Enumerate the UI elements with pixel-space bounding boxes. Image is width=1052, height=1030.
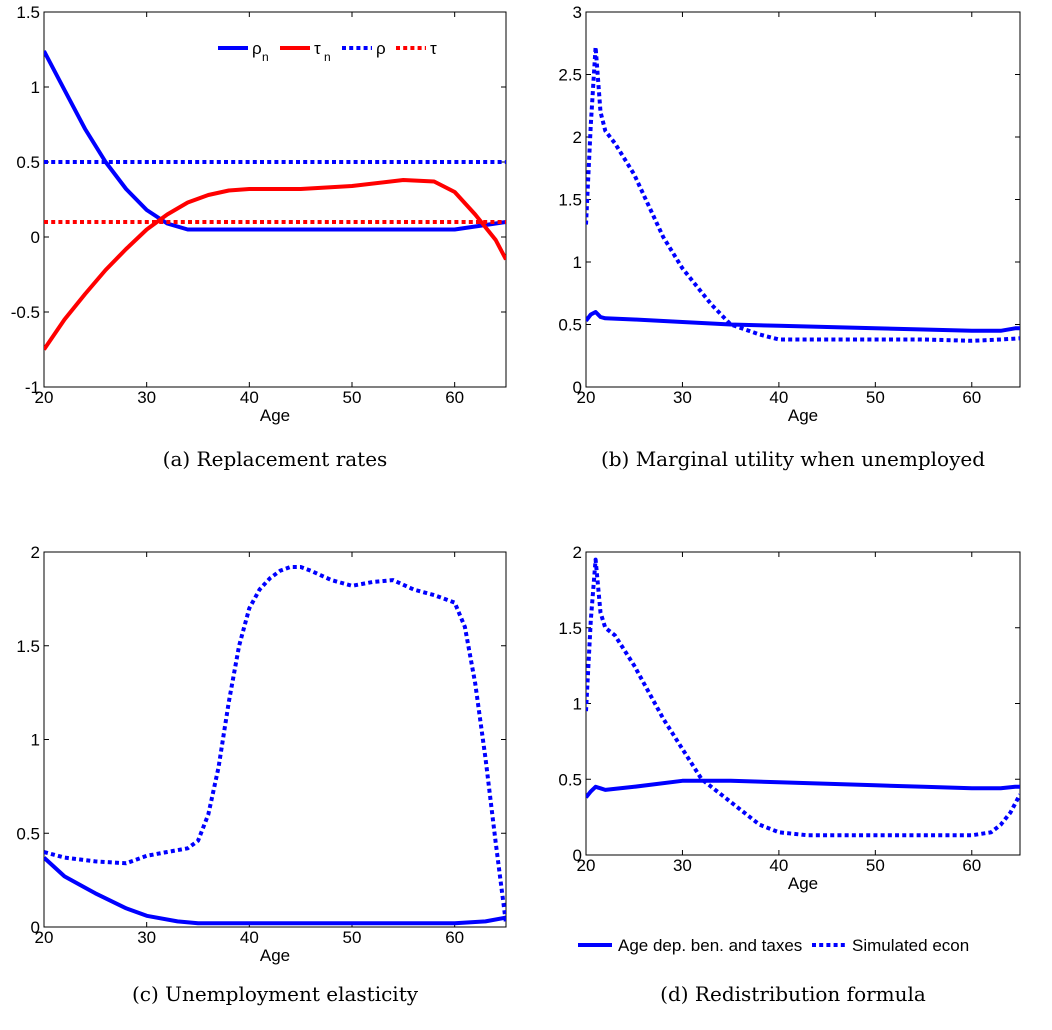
y-tick-label: -0.5 xyxy=(11,303,40,322)
series-line--n xyxy=(44,178,506,351)
legend-label: Age dep. ben. and taxes xyxy=(618,936,802,955)
x-tick-label: 20 xyxy=(35,388,54,407)
x-axis-label: Age xyxy=(788,874,818,893)
x-tick-label: 20 xyxy=(35,928,54,947)
series-line-s0 xyxy=(44,856,506,926)
x-tick-label: 60 xyxy=(445,388,464,407)
panel-d: 20 30 40 50 60 0 0.5 1 1.5 2 Age Age dep. ben. and … xyxy=(558,543,1021,1006)
x-axis-label: Age xyxy=(260,406,290,425)
x-tick-label: 50 xyxy=(866,388,885,407)
x-tick-label: 50 xyxy=(343,928,362,947)
y-tick-label: 1.5 xyxy=(558,191,582,210)
plot-frame xyxy=(43,551,507,928)
y-tick-label: 0 xyxy=(573,378,582,397)
x-tick-label: 20 xyxy=(577,388,596,407)
legend-label: Simulated econ xyxy=(852,936,969,955)
y-tick-label: 1.5 xyxy=(558,619,582,638)
y-tick-label: 1 xyxy=(573,253,582,272)
y-tick-label: 3 xyxy=(573,3,582,22)
plot-frame xyxy=(585,551,1021,856)
y-tick-label: 0.5 xyxy=(16,824,40,843)
y-tick-label: 0 xyxy=(31,918,40,937)
y-tick-label: 0 xyxy=(573,846,582,865)
x-tick-label: 60 xyxy=(962,856,981,875)
series-line-age-dep-ben-and-taxes xyxy=(586,778,1020,799)
x-tick-label: 60 xyxy=(962,388,981,407)
legend-label: τ xyxy=(430,39,437,58)
y-tick-label: 2 xyxy=(573,543,582,562)
x-tick-label: 40 xyxy=(769,388,788,407)
series-group xyxy=(44,50,506,351)
y-tick-label: 0.5 xyxy=(558,316,582,335)
series-group xyxy=(586,45,1020,343)
y-tick-label: 0.5 xyxy=(558,770,582,789)
x-axis-label: Age xyxy=(260,946,290,965)
panel-caption: (b) Marginal utility when unemployed xyxy=(601,447,985,471)
x-tick-label: 30 xyxy=(673,388,692,407)
panel-b: 20 30 40 50 60 0 0.5 1 1.5 2 2.5 3 Age (b) Marginal u… xyxy=(558,3,1021,471)
y-tick-label: 1 xyxy=(31,731,40,750)
x-tick-label: 40 xyxy=(240,928,259,947)
y-tick-label: 0 xyxy=(31,228,40,247)
x-tick-label: 40 xyxy=(769,856,788,875)
series-line--n xyxy=(44,50,506,232)
x-tick-label: 40 xyxy=(240,388,259,407)
y-tick-label: 1 xyxy=(31,78,40,97)
series-line-simulated-econ xyxy=(586,557,1020,838)
legend-label-subscript: n xyxy=(324,50,331,64)
x-tick-label: 30 xyxy=(137,928,156,947)
y-tick-label: 0.5 xyxy=(16,153,40,172)
series-line-s1 xyxy=(586,45,1020,343)
series-group xyxy=(44,565,506,926)
panel-caption: (c) Unemployment elasticity xyxy=(132,982,419,1006)
series-line-s1 xyxy=(44,565,506,924)
y-tick-label: 2.5 xyxy=(558,66,582,85)
x-tick-label: 60 xyxy=(445,928,464,947)
x-tick-label: 30 xyxy=(673,856,692,875)
panel-caption: (a) Replacement rates xyxy=(163,447,388,471)
x-tick-label: 50 xyxy=(343,388,362,407)
legend-label: ρ xyxy=(252,39,262,58)
y-tick-label: 2 xyxy=(573,128,582,147)
x-tick-label: 50 xyxy=(866,856,885,875)
y-tick-label: 1.5 xyxy=(16,3,40,22)
panel-c: 20 30 40 50 60 0 0.5 1 1.5 2 Age (c) Unemployment e… xyxy=(16,543,507,1006)
legend-label: τ xyxy=(314,39,321,58)
legend-label-subscript: n xyxy=(262,50,269,64)
x-axis-label: Age xyxy=(788,406,818,425)
plot-frame xyxy=(43,11,507,388)
y-tick-label: -1 xyxy=(25,378,40,397)
x-tick-label: 30 xyxy=(137,388,156,407)
series-line-s0 xyxy=(586,310,1020,333)
y-tick-label: 1 xyxy=(573,695,582,714)
series-group xyxy=(586,557,1020,838)
x-tick-label: 20 xyxy=(577,856,596,875)
y-tick-label: 1.5 xyxy=(16,637,40,656)
y-tick-label: 2 xyxy=(31,543,40,562)
legend-label: ρ xyxy=(376,39,386,58)
panel-caption: (d) Redistribution formula xyxy=(660,982,926,1006)
